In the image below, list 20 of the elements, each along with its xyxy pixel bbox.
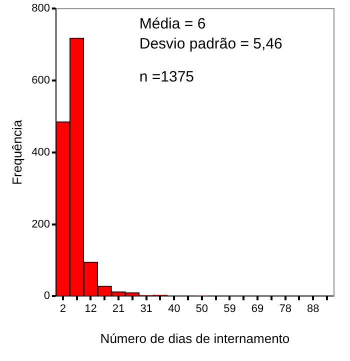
y-tick-label: 800: [32, 2, 50, 15]
x-tick-label: 69: [251, 302, 264, 315]
y-tick-label: 600: [32, 74, 50, 87]
x-tick-label: 50: [196, 302, 208, 315]
x-tick-label: 40: [168, 302, 180, 315]
x-tick-label: 21: [112, 302, 125, 315]
y-tick-label: 400: [32, 146, 50, 158]
y-tick-label: 200: [32, 218, 50, 230]
x-tick-label: 59: [224, 302, 236, 315]
x-tick-label: 31: [140, 302, 152, 315]
x-tick-label: 2: [60, 302, 66, 315]
annotation: Desvio padrão = 5,46: [139, 36, 282, 53]
x-tick-label: 78: [279, 302, 292, 315]
annotation: Média = 6: [139, 16, 206, 33]
x-tick-label: 88: [307, 302, 320, 315]
y-axis-title: Frequência: [9, 119, 24, 185]
annotation: n =1375: [139, 68, 194, 86]
y-tick-label: 0: [44, 290, 50, 302]
x-tick-label: 12: [84, 302, 97, 315]
x-axis-title: Número de dias de internamento: [100, 330, 290, 346]
